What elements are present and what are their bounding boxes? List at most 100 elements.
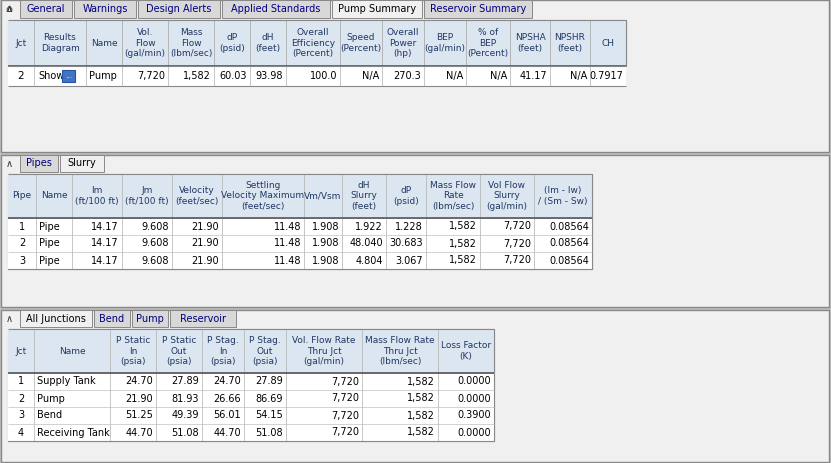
Text: 44.70: 44.70 bbox=[214, 427, 241, 438]
Text: 7,720: 7,720 bbox=[503, 256, 531, 265]
Bar bbox=[8, 20, 626, 66]
Text: 0.0000: 0.0000 bbox=[457, 394, 491, 403]
Text: 4.804: 4.804 bbox=[356, 256, 383, 265]
Text: Pipe: Pipe bbox=[12, 192, 32, 200]
Text: Receiving Tank: Receiving Tank bbox=[37, 427, 110, 438]
Text: P Stag.
Out
(psia): P Stag. Out (psia) bbox=[249, 336, 281, 366]
Text: 0.0000: 0.0000 bbox=[457, 376, 491, 387]
Text: 21.90: 21.90 bbox=[125, 394, 153, 403]
Text: 9.608: 9.608 bbox=[141, 238, 169, 249]
Text: Bend: Bend bbox=[100, 313, 125, 324]
Text: Name: Name bbox=[91, 38, 117, 48]
Text: Applied Standards: Applied Standards bbox=[231, 4, 321, 14]
Text: 3: 3 bbox=[19, 256, 25, 265]
Text: 30.683: 30.683 bbox=[390, 238, 423, 249]
Text: dH
(feet): dH (feet) bbox=[255, 33, 281, 53]
Bar bbox=[1, 310, 829, 462]
Text: 26.66: 26.66 bbox=[214, 394, 241, 403]
Text: 1,582: 1,582 bbox=[449, 238, 477, 249]
Text: % of
BEP
(Percent): % of BEP (Percent) bbox=[467, 28, 509, 58]
Text: 27.89: 27.89 bbox=[255, 376, 283, 387]
Text: Vol Flow
Slurry
(gal/min): Vol Flow Slurry (gal/min) bbox=[486, 181, 528, 211]
Text: Design Alerts: Design Alerts bbox=[146, 4, 212, 14]
Bar bbox=[74, 0, 136, 18]
Text: 0.08564: 0.08564 bbox=[549, 238, 589, 249]
Text: 7,720: 7,720 bbox=[331, 427, 359, 438]
Text: dH
Slurry
(feet): dH Slurry (feet) bbox=[351, 181, 377, 211]
Bar bbox=[8, 424, 494, 441]
Text: 81.93: 81.93 bbox=[171, 394, 199, 403]
Text: 21.90: 21.90 bbox=[191, 221, 219, 232]
Text: Jct: Jct bbox=[16, 346, 27, 356]
Text: 100.0: 100.0 bbox=[309, 71, 337, 81]
Text: ∧: ∧ bbox=[6, 4, 12, 14]
Text: Bend: Bend bbox=[37, 411, 62, 420]
Text: 24.70: 24.70 bbox=[125, 376, 153, 387]
Text: 7,720: 7,720 bbox=[331, 394, 359, 403]
Text: Pump Summary: Pump Summary bbox=[338, 4, 416, 14]
Bar bbox=[20, 155, 58, 172]
Text: 3.067: 3.067 bbox=[396, 256, 423, 265]
Text: 1,582: 1,582 bbox=[407, 376, 435, 387]
Text: 0.3900: 0.3900 bbox=[457, 411, 491, 420]
Text: ⌂: ⌂ bbox=[6, 4, 12, 14]
Text: 7,720: 7,720 bbox=[503, 221, 531, 232]
Text: Im
(ft/100 ft): Im (ft/100 ft) bbox=[75, 186, 119, 206]
Bar bbox=[20, 0, 72, 18]
Text: 0.08564: 0.08564 bbox=[549, 221, 589, 232]
Text: All Junctions: All Junctions bbox=[26, 313, 86, 324]
Text: 1,582: 1,582 bbox=[407, 427, 435, 438]
Text: ∧: ∧ bbox=[6, 159, 12, 169]
Bar bbox=[94, 310, 130, 327]
Text: 0.0000: 0.0000 bbox=[457, 427, 491, 438]
Text: 7,720: 7,720 bbox=[331, 411, 359, 420]
Text: 27.89: 27.89 bbox=[171, 376, 199, 387]
Text: Mass
Flow
(lbm/sec): Mass Flow (lbm/sec) bbox=[170, 28, 212, 58]
Bar bbox=[8, 252, 592, 269]
Text: N/A: N/A bbox=[445, 71, 463, 81]
Text: Settling
Velocity Maximum
(feet/sec): Settling Velocity Maximum (feet/sec) bbox=[221, 181, 305, 211]
Text: 270.3: 270.3 bbox=[393, 71, 421, 81]
Text: Velocity
(feet/sec): Velocity (feet/sec) bbox=[175, 186, 219, 206]
Text: 1.908: 1.908 bbox=[312, 238, 339, 249]
Text: Show: Show bbox=[38, 71, 64, 81]
Text: Warnings: Warnings bbox=[82, 4, 128, 14]
Text: 1.228: 1.228 bbox=[396, 221, 423, 232]
Text: 9.608: 9.608 bbox=[141, 256, 169, 265]
Text: Overall
Power
(hp): Overall Power (hp) bbox=[386, 28, 420, 58]
Text: Slurry: Slurry bbox=[67, 158, 96, 169]
Text: 93.98: 93.98 bbox=[255, 71, 283, 81]
Text: Pump: Pump bbox=[89, 71, 117, 81]
Text: 2: 2 bbox=[19, 238, 25, 249]
Bar bbox=[8, 235, 592, 252]
Text: P Static
In
(psia): P Static In (psia) bbox=[116, 336, 150, 366]
Text: 56.01: 56.01 bbox=[214, 411, 241, 420]
Text: 2: 2 bbox=[17, 71, 24, 81]
Text: 51.25: 51.25 bbox=[125, 411, 153, 420]
Bar bbox=[8, 390, 494, 407]
Text: Mass Flow Rate
Thru Jct
(lbm/sec): Mass Flow Rate Thru Jct (lbm/sec) bbox=[365, 336, 435, 366]
Text: ∧: ∧ bbox=[6, 4, 12, 14]
Text: Pump: Pump bbox=[37, 394, 65, 403]
Text: 49.39: 49.39 bbox=[171, 411, 199, 420]
Text: 7,720: 7,720 bbox=[503, 238, 531, 249]
Bar bbox=[8, 329, 494, 373]
Text: 1: 1 bbox=[18, 376, 24, 387]
Text: P Stag.
In
(psia): P Stag. In (psia) bbox=[207, 336, 238, 366]
Text: Mass Flow
Rate
(lbm/sec): Mass Flow Rate (lbm/sec) bbox=[430, 181, 476, 211]
Text: Pipes: Pipes bbox=[26, 158, 52, 169]
Text: (Im - Iw)
/ (Sm - Sw): (Im - Iw) / (Sm - Sw) bbox=[538, 186, 588, 206]
Bar bbox=[62, 70, 75, 82]
Text: 44.70: 44.70 bbox=[125, 427, 153, 438]
Text: Pipe: Pipe bbox=[39, 238, 60, 249]
Bar bbox=[332, 0, 422, 18]
Text: 1,582: 1,582 bbox=[183, 71, 211, 81]
Text: 21.90: 21.90 bbox=[191, 238, 219, 249]
Text: 14.17: 14.17 bbox=[91, 256, 119, 265]
Text: 86.69: 86.69 bbox=[255, 394, 283, 403]
Bar bbox=[8, 407, 494, 424]
Text: Vm/Vsm: Vm/Vsm bbox=[304, 192, 342, 200]
Text: 1,582: 1,582 bbox=[407, 394, 435, 403]
Text: Name: Name bbox=[59, 346, 86, 356]
Bar bbox=[8, 174, 592, 218]
